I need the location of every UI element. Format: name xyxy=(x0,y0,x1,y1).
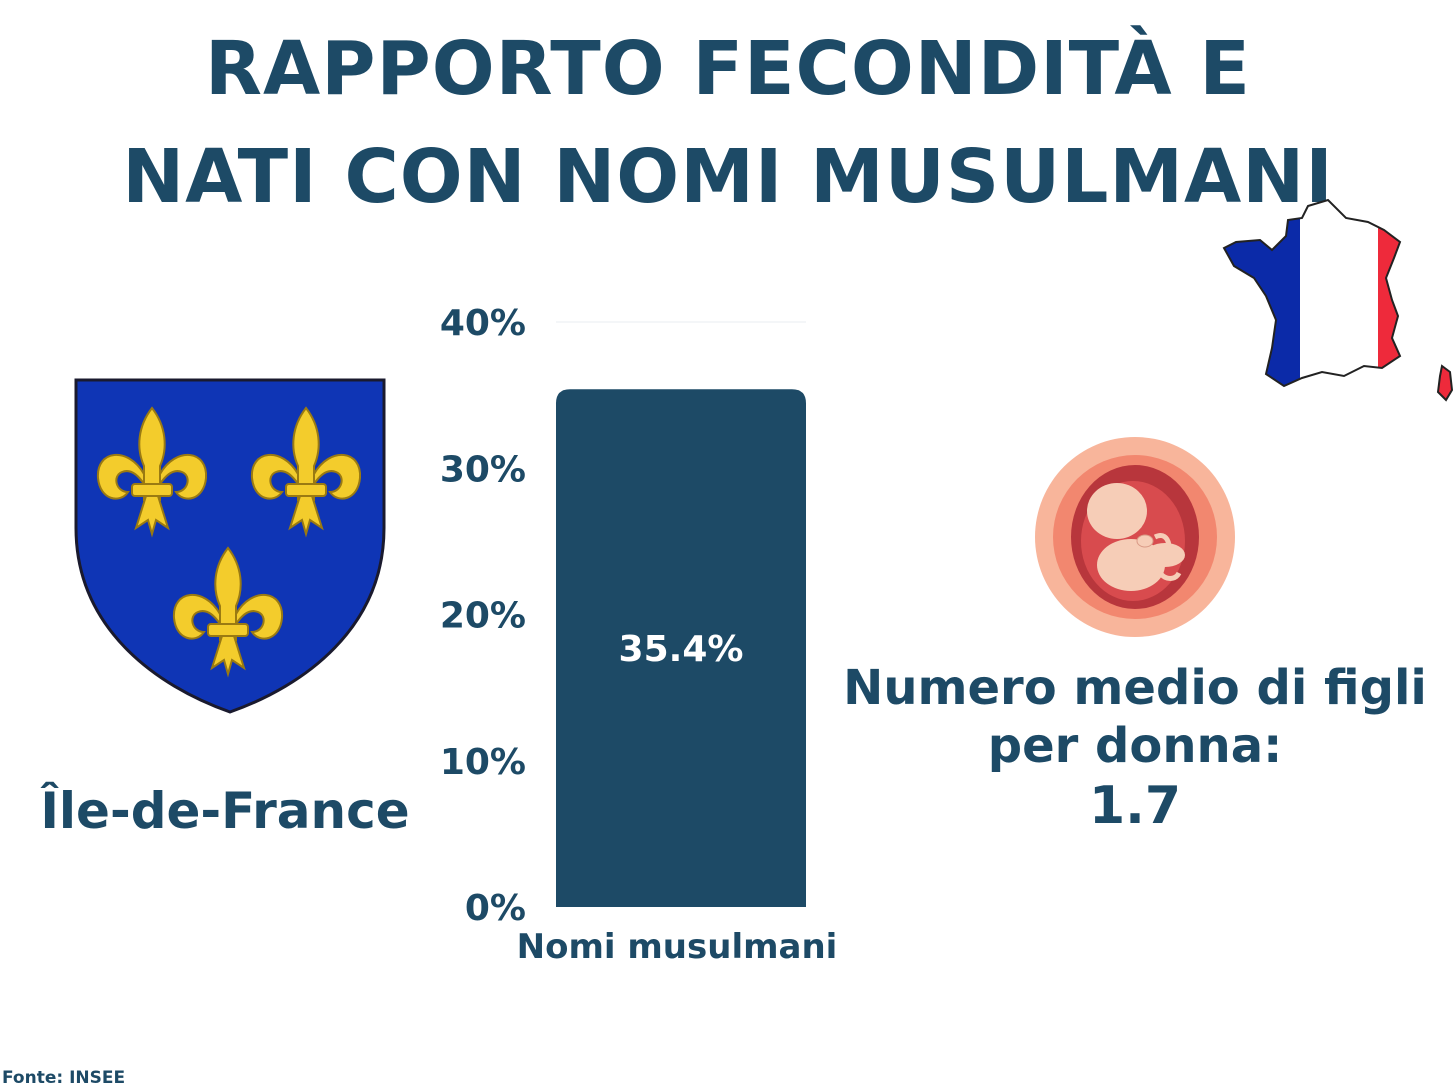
title-line-1: RAPPORTO FECONDITÀ E xyxy=(205,26,1251,112)
title-line-2: NATI CON NOMI MUSULMANI xyxy=(122,134,1334,220)
y-tick-label: 30% xyxy=(440,449,526,490)
x-category-label: Nomi musulmani xyxy=(517,927,838,967)
bar xyxy=(556,389,806,907)
y-tick-label: 40% xyxy=(440,303,526,344)
y-tick-label: 0% xyxy=(465,888,526,929)
bars: 35.4% xyxy=(556,389,806,907)
y-tick-label: 20% xyxy=(440,596,526,637)
x-axis: Nomi musulmani xyxy=(517,927,838,967)
fertility-label-line-1: Numero medio di figli xyxy=(843,660,1427,716)
region-name: Île-de-France xyxy=(40,782,410,840)
bar-value-label: 35.4% xyxy=(619,629,744,670)
bar-chart: 0% 10% 20% 30% 40% 35.4% Nomi musulmani xyxy=(440,303,838,967)
source-note: Fonte: INSEE xyxy=(2,1068,126,1088)
fleur-de-lis-shield-icon xyxy=(74,378,386,718)
flag-blue-stripe xyxy=(1224,200,1300,386)
fertility-value: 1.7 xyxy=(1088,776,1182,837)
fertility-label-line-2: per donna: xyxy=(987,717,1283,774)
y-tick-label: 10% xyxy=(440,742,526,783)
fertility-stat: Numero medio di figli per donna: 1.7 xyxy=(820,660,1450,838)
y-axis: 0% 10% 20% 30% 40% xyxy=(440,303,526,929)
corsica-shape xyxy=(1436,364,1454,402)
flag-white-stripe xyxy=(1300,200,1378,386)
france-flag-map-icon xyxy=(1222,196,1456,406)
fetus-icon xyxy=(1035,437,1235,641)
